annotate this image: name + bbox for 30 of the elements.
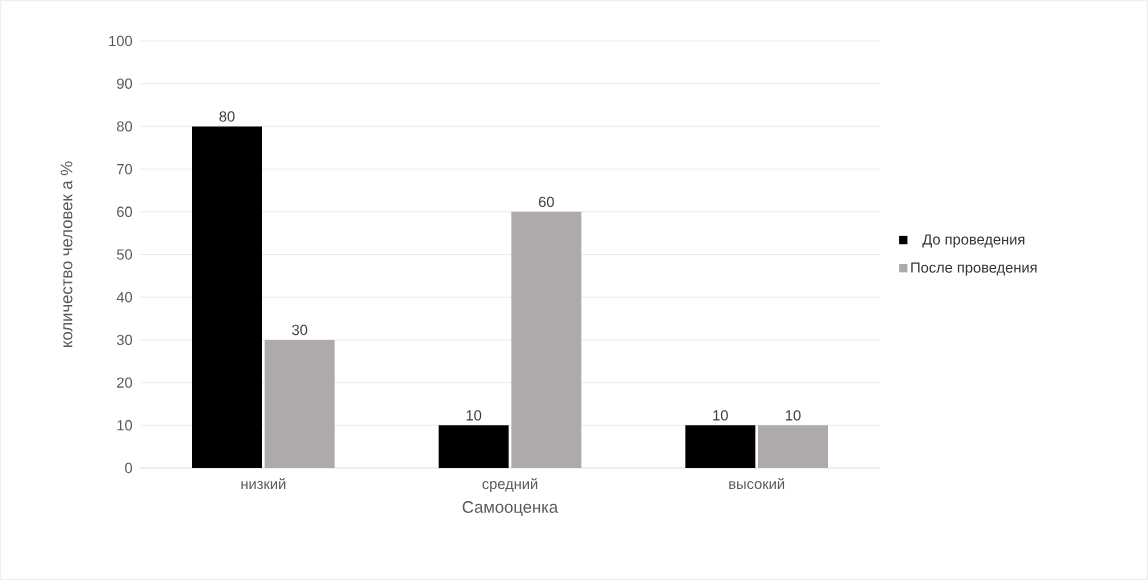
y-tick-label: 50 [116, 249, 133, 260]
bar [511, 211, 582, 468]
y-tick-label: 70 [117, 163, 133, 175]
y-tick-label: 10 [117, 420, 133, 431]
y-tick-label: 80 [116, 121, 133, 132]
y-tick-label: 100 [109, 35, 133, 47]
x-tick-label: средний [482, 478, 538, 492]
bar [264, 339, 335, 468]
data-label: 10 [785, 410, 801, 421]
x-tick-label: высокий [729, 478, 785, 490]
bar [685, 425, 756, 468]
data-label: 60 [538, 196, 554, 208]
y-tick-label: 20 [117, 377, 133, 388]
x-axis-title: Самооценка [462, 501, 559, 517]
x-tick-label: низкий [241, 478, 286, 490]
data-label: 30 [292, 324, 308, 336]
legend-label: После проведения [911, 262, 1037, 276]
bar [438, 425, 509, 468]
y-tick-label: 30 [116, 334, 133, 346]
y-tick-label: 0 [125, 462, 133, 474]
y-tick-label: 90 [117, 78, 133, 89]
legend-label: До проведения [922, 234, 1025, 248]
data-label: 10 [713, 410, 728, 421]
data-label: 80 [219, 111, 235, 122]
bar [758, 425, 828, 468]
y-tick-label: 60 [117, 206, 133, 217]
data-label: 10 [466, 410, 482, 421]
bar [192, 126, 263, 468]
y-tick-label: 40 [116, 292, 133, 303]
y-axis-title: количество человек а % [60, 161, 73, 347]
